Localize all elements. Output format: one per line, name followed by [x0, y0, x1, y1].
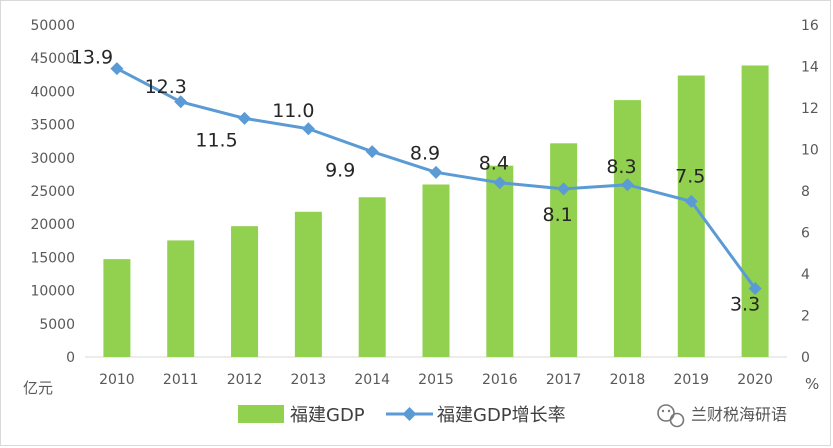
x-tick-label: 2018: [610, 372, 646, 388]
left-tick-label: 40000: [30, 84, 75, 100]
growth-rate-marker: [684, 194, 698, 208]
growth-data-label: 9.9: [325, 160, 355, 182]
legend-marker-growth: [402, 407, 417, 421]
left-tick-label: 50000: [30, 18, 75, 34]
x-tick-label: 2011: [163, 372, 199, 388]
growth-data-label: 3.3: [730, 294, 760, 316]
left-tick-label: 10000: [30, 284, 75, 300]
growth-data-label: 8.9: [410, 142, 440, 164]
left-tick-label: 20000: [30, 217, 75, 233]
growth-data-label: 11.5: [195, 129, 237, 151]
growth-rate-marker: [620, 178, 634, 192]
wechat-icon: [657, 404, 685, 428]
right-tick-label: 8: [801, 184, 810, 200]
left-tick-label: 30000: [30, 151, 75, 167]
x-tick-label: 2014: [354, 372, 390, 388]
legend-swatch-gdp: [238, 405, 284, 423]
left-tick-label: 45000: [30, 51, 75, 67]
legend-label-gdp: 福建GDP: [290, 405, 365, 426]
x-axis-ticks: 2010 2011 2012 2013 2014 2015 2016 2017 2018 2019…: [99, 372, 773, 388]
gdp-bar: [550, 143, 578, 357]
growth-data-label: 12.3: [145, 76, 187, 98]
left-tick-label: 25000: [30, 184, 75, 200]
gdp-bar: [422, 184, 450, 357]
left-tick-label: 0: [66, 350, 75, 366]
right-tick-label: 6: [801, 226, 810, 242]
chart-legend: 福建GDP 福建GDP增长率: [238, 405, 566, 426]
x-tick-label: 2010: [99, 372, 135, 388]
growth-rate-marker: [238, 111, 252, 125]
growth-rate-marker: [301, 122, 315, 136]
x-tick-label: 2020: [737, 372, 773, 388]
growth-data-label: 11.0: [272, 100, 314, 122]
right-tick-label: 10: [801, 143, 819, 159]
watermark: 兰财税海研语: [657, 404, 787, 428]
gdp-bar: [103, 259, 131, 357]
data-labels: 13.9 12.3 11.5 11.0 9.9 8.9 8.4 8.1 8.3 7.5 3.3: [71, 47, 760, 316]
growth-rate-marker: [748, 282, 762, 296]
x-tick-label: 2015: [418, 372, 454, 388]
x-tick-label: 2019: [673, 372, 709, 388]
x-tick-label: 2017: [546, 372, 582, 388]
left-tick-label: 15000: [30, 250, 75, 266]
gdp-bars: [103, 65, 769, 358]
gdp-bar: [486, 165, 514, 357]
left-tick-label: 5000: [39, 317, 75, 333]
gdp-bar: [294, 211, 322, 357]
growth-data-label: 7.5: [675, 165, 705, 187]
x-tick-label: 2012: [227, 372, 263, 388]
gdp-bar: [167, 240, 195, 357]
gdp-bar: [231, 226, 259, 357]
growth-data-label: 8.3: [606, 156, 636, 178]
right-axis-unit: %: [805, 375, 819, 393]
growth-rate-marker: [557, 182, 571, 196]
right-axis-ticks: 0 2 4 6 8 10 12 14 16: [801, 18, 819, 366]
growth-rate-marker: [429, 165, 443, 179]
left-axis-unit: 亿元: [23, 379, 53, 397]
right-tick-label: 14: [801, 60, 819, 76]
growth-data-label: 13.9: [71, 47, 113, 69]
gdp-bar: [741, 65, 769, 357]
watermark-text: 兰财税海研语: [691, 405, 787, 424]
growth-rate-marker: [110, 62, 124, 76]
growth-line-layer: [110, 62, 762, 296]
right-tick-label: 2: [801, 309, 810, 325]
left-axis-ticks: 0 5000 10000 15000 20000 25000 30000 35000 40000…: [30, 18, 75, 366]
growth-rate-marker: [493, 176, 507, 190]
growth-data-label: 8.4: [479, 153, 509, 175]
growth-rate-marker: [365, 145, 379, 159]
right-tick-label: 4: [801, 267, 810, 283]
x-tick-label: 2013: [291, 372, 327, 388]
gdp-bar: [613, 100, 641, 357]
growth-rate-marker: [174, 95, 188, 109]
right-tick-label: 0: [801, 350, 810, 366]
left-tick-label: 35000: [30, 118, 75, 134]
x-tick-label: 2016: [482, 372, 518, 388]
legend-label-growth: 福建GDP增长率: [437, 405, 566, 426]
gdp-bar: [358, 197, 386, 357]
gdp-bar: [677, 75, 705, 358]
right-tick-label: 12: [801, 101, 819, 117]
growth-data-label: 8.1: [543, 204, 573, 226]
right-tick-label: 16: [801, 18, 819, 34]
